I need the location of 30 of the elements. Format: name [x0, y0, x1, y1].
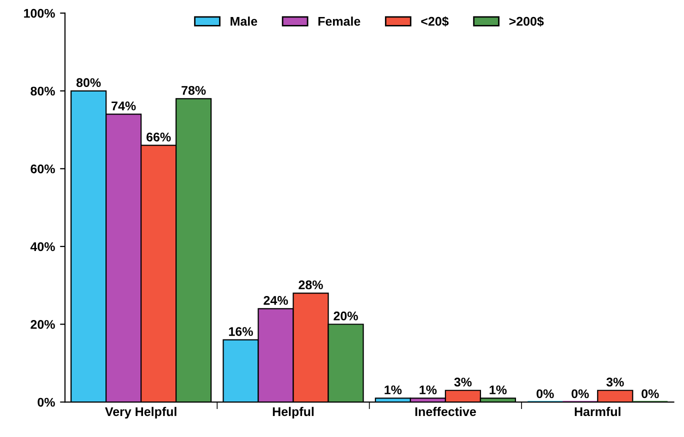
data-label: 74% [112, 102, 136, 110]
legend-label: <20$ [421, 16, 449, 27]
data-label: 24% [264, 296, 288, 305]
y-tick-label: 60% [30, 164, 55, 174]
data-label: 1% [490, 385, 507, 394]
data-label: 80% [76, 78, 101, 88]
y-tick-label: 80% [30, 86, 55, 96]
x-tick-label: Ineffective [415, 406, 476, 416]
data-label: 28% [298, 280, 323, 290]
data-label: 16% [229, 327, 253, 336]
x-tick-label: Helpful [272, 406, 314, 419]
data-label: 3% [454, 378, 472, 387]
y-tick-label: 20% [30, 320, 55, 329]
data-label: 0% [642, 389, 659, 398]
y-tick-label: 0% [38, 398, 55, 407]
x-tick-label: Very Helpful [105, 406, 176, 419]
data-label: 3% [606, 378, 624, 387]
data-label: 1% [420, 385, 437, 394]
data-label: 20% [334, 312, 358, 320]
legend-label: Female [318, 16, 360, 26]
y-tick-label: 40% [30, 242, 55, 252]
data-label: 0% [536, 389, 554, 398]
data-label: 0% [572, 389, 589, 398]
y-tick-label: 100% [24, 8, 55, 18]
x-tick-label: Harmful [574, 406, 620, 416]
data-label: 1% [384, 385, 402, 394]
data-label: 66% [146, 132, 171, 142]
legend-label: >200$ [509, 16, 544, 27]
data-label: 78% [182, 86, 206, 95]
legend-label: Male [230, 16, 258, 26]
